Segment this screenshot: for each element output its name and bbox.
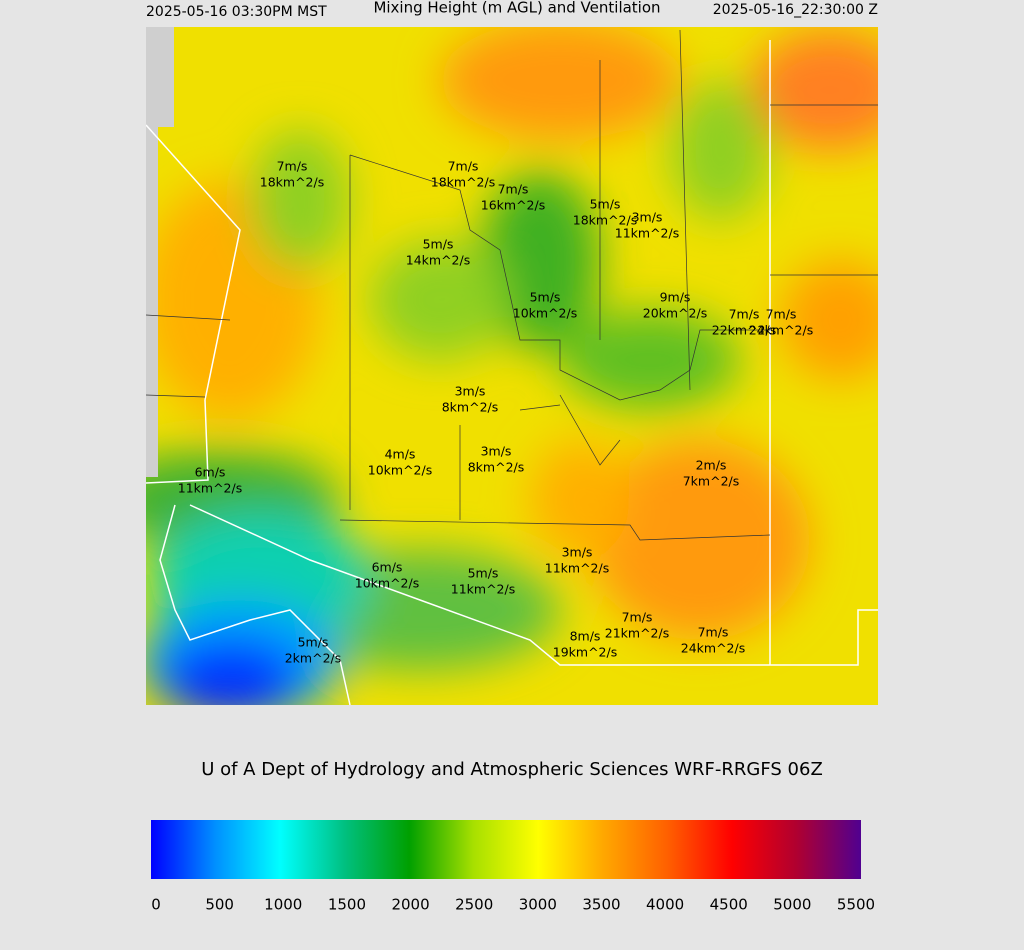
ventilation-label: 2km^2/s: [285, 651, 342, 666]
ventilation-label: 19km^2/s: [553, 645, 617, 660]
wind-label: 6m/s: [372, 560, 403, 575]
colorbar-tick-label: 1500: [328, 896, 366, 914]
ventilation-label: 11km^2/s: [178, 481, 242, 496]
colorbar-tick-label: 2000: [391, 896, 429, 914]
colorbar-tick-label: 1000: [264, 896, 302, 914]
wind-label: 5m/s: [530, 290, 561, 305]
ventilation-label: 11km^2/s: [615, 226, 679, 241]
ventilation-label: 16km^2/s: [481, 198, 545, 213]
ventilation-label: 11km^2/s: [451, 582, 515, 597]
wind-label: 7m/s: [698, 625, 729, 640]
colorbar-tick-label: 4500: [710, 896, 748, 914]
header-left: 2025-05-16 03:30PM MST: [146, 4, 327, 20]
wind-label: 3m/s: [481, 444, 512, 459]
wind-label: 4m/s: [385, 447, 416, 462]
ventilation-label: 10km^2/s: [513, 306, 577, 321]
wind-label: 7m/s: [729, 307, 760, 322]
ventilation-label: 18km^2/s: [573, 213, 637, 228]
ventilation-label: 24km^2/s: [749, 323, 813, 338]
colorbar-tick-label: 3500: [582, 896, 620, 914]
wind-label: 5m/s: [590, 197, 621, 212]
wind-label: 3m/s: [632, 210, 663, 225]
wind-label: 5m/s: [298, 635, 329, 650]
wind-label: 3m/s: [455, 384, 486, 399]
wind-label: 8m/s: [570, 629, 601, 644]
wind-label: 3m/s: [562, 545, 593, 560]
ventilation-label: 20km^2/s: [643, 306, 707, 321]
colorbar-tick-label: 500: [205, 896, 234, 914]
wind-label: 7m/s: [622, 610, 653, 625]
header-right: 2025-05-16_22:30:00 Z: [713, 2, 878, 18]
ventilation-label: 7km^2/s: [683, 474, 740, 489]
ventilation-label: 10km^2/s: [355, 576, 419, 591]
colorbar-tick-label: 0: [151, 896, 161, 914]
header-title: Mixing Height (m AGL) and Ventilation: [373, 0, 660, 17]
ventilation-label: 22km^2/s: [712, 323, 776, 338]
ventilation-label: 8km^2/s: [468, 460, 525, 475]
wind-label: 7m/s: [766, 307, 797, 322]
ventilation-label: 10km^2/s: [368, 463, 432, 478]
colorbar-tick-label: 5500: [837, 896, 875, 914]
credit: U of A Dept of Hydrology and Atmospheric…: [201, 759, 823, 780]
wind-label: 6m/s: [195, 465, 226, 480]
ventilation-label: 18km^2/s: [431, 175, 495, 190]
ventilation-label: 21km^2/s: [605, 626, 669, 641]
colorbar-tick-label: 5000: [773, 896, 811, 914]
wind-label: 7m/s: [448, 159, 479, 174]
wind-label: 9m/s: [660, 290, 691, 305]
ventilation-label: 18km^2/s: [260, 175, 324, 190]
wind-label: 5m/s: [468, 566, 499, 581]
colorbar-tick-label: 4000: [646, 896, 684, 914]
wind-label: 7m/s: [277, 159, 308, 174]
colorbar-ticks: 0 500 1000 1500 2000 2500 3000 3500 4000 4500 5000…: [151, 896, 875, 914]
ventilation-label: 11km^2/s: [545, 561, 609, 576]
ventilation-label: 24km^2/s: [681, 641, 745, 656]
ventilation-label: 14km^2/s: [406, 253, 470, 268]
colorbar-tick-label: 2500: [455, 896, 493, 914]
map: [146, 27, 878, 705]
wind-label: 5m/s: [423, 237, 454, 252]
ventilation-label: 8km^2/s: [442, 400, 499, 415]
wind-label: 7m/s: [498, 182, 529, 197]
colorbar: [151, 820, 861, 879]
wind-label: 2m/s: [696, 458, 727, 473]
colorbar-tick-label: 3000: [519, 896, 557, 914]
